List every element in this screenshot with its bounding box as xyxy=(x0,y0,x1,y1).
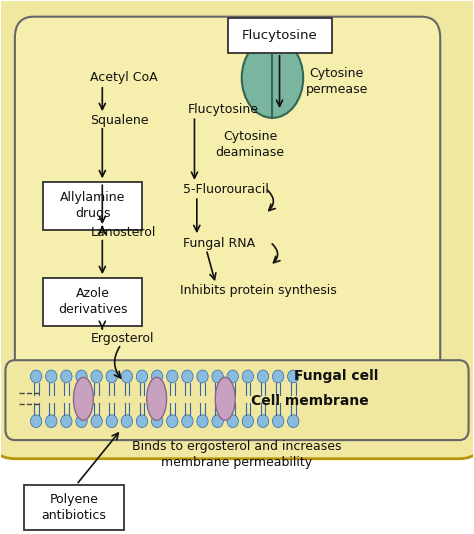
Text: Lanosterol: Lanosterol xyxy=(91,226,156,239)
Ellipse shape xyxy=(147,378,166,420)
Circle shape xyxy=(76,370,87,383)
Text: Cell membrane: Cell membrane xyxy=(251,394,369,408)
Circle shape xyxy=(242,370,254,383)
Circle shape xyxy=(137,370,148,383)
Circle shape xyxy=(166,415,178,428)
FancyBboxPatch shape xyxy=(15,17,440,403)
Ellipse shape xyxy=(215,378,235,420)
Text: Fungal cell: Fungal cell xyxy=(294,369,378,383)
FancyBboxPatch shape xyxy=(24,485,124,530)
Ellipse shape xyxy=(242,38,303,118)
Text: Inhibits protein synthesis: Inhibits protein synthesis xyxy=(180,285,337,297)
Text: 5-Fluorouracil: 5-Fluorouracil xyxy=(182,183,269,197)
Circle shape xyxy=(46,415,57,428)
Circle shape xyxy=(227,415,238,428)
Circle shape xyxy=(197,415,208,428)
Circle shape xyxy=(288,415,299,428)
Circle shape xyxy=(152,370,163,383)
Ellipse shape xyxy=(73,378,93,420)
Circle shape xyxy=(182,370,193,383)
FancyBboxPatch shape xyxy=(43,278,143,326)
Circle shape xyxy=(212,415,223,428)
Circle shape xyxy=(76,415,87,428)
Circle shape xyxy=(166,370,178,383)
Circle shape xyxy=(273,370,284,383)
Text: Ergosterol: Ergosterol xyxy=(91,332,154,345)
Circle shape xyxy=(137,415,148,428)
Circle shape xyxy=(61,415,72,428)
Circle shape xyxy=(227,370,238,383)
Text: Cytosine
permease: Cytosine permease xyxy=(306,67,368,96)
Circle shape xyxy=(106,370,118,383)
Text: Squalene: Squalene xyxy=(91,114,149,127)
FancyBboxPatch shape xyxy=(228,18,331,53)
Circle shape xyxy=(288,370,299,383)
Text: Cytosine
deaminase: Cytosine deaminase xyxy=(216,130,285,159)
Circle shape xyxy=(106,415,118,428)
Circle shape xyxy=(197,370,208,383)
FancyBboxPatch shape xyxy=(0,0,474,459)
FancyBboxPatch shape xyxy=(43,182,143,230)
Text: Flucytosine: Flucytosine xyxy=(187,104,258,116)
Circle shape xyxy=(212,370,223,383)
Text: Flucytosine: Flucytosine xyxy=(242,29,318,42)
Circle shape xyxy=(61,370,72,383)
Text: Azole
derivatives: Azole derivatives xyxy=(58,287,128,316)
Circle shape xyxy=(30,370,42,383)
Circle shape xyxy=(242,415,254,428)
Text: Polyene
antibiotics: Polyene antibiotics xyxy=(42,493,106,522)
Circle shape xyxy=(257,415,269,428)
Text: Acetyl CoA: Acetyl CoA xyxy=(91,72,158,84)
Text: Fungal RNA: Fungal RNA xyxy=(182,237,255,249)
Circle shape xyxy=(30,415,42,428)
Circle shape xyxy=(91,370,102,383)
Circle shape xyxy=(257,370,269,383)
Text: Binds to ergosterol and increases
membrane permeability: Binds to ergosterol and increases membra… xyxy=(132,440,342,469)
Circle shape xyxy=(121,415,133,428)
Circle shape xyxy=(182,415,193,428)
Circle shape xyxy=(46,370,57,383)
Circle shape xyxy=(152,415,163,428)
Circle shape xyxy=(273,415,284,428)
Circle shape xyxy=(121,370,133,383)
Circle shape xyxy=(91,415,102,428)
Text: Allylamine
drugs: Allylamine drugs xyxy=(60,191,126,220)
FancyBboxPatch shape xyxy=(5,360,469,440)
